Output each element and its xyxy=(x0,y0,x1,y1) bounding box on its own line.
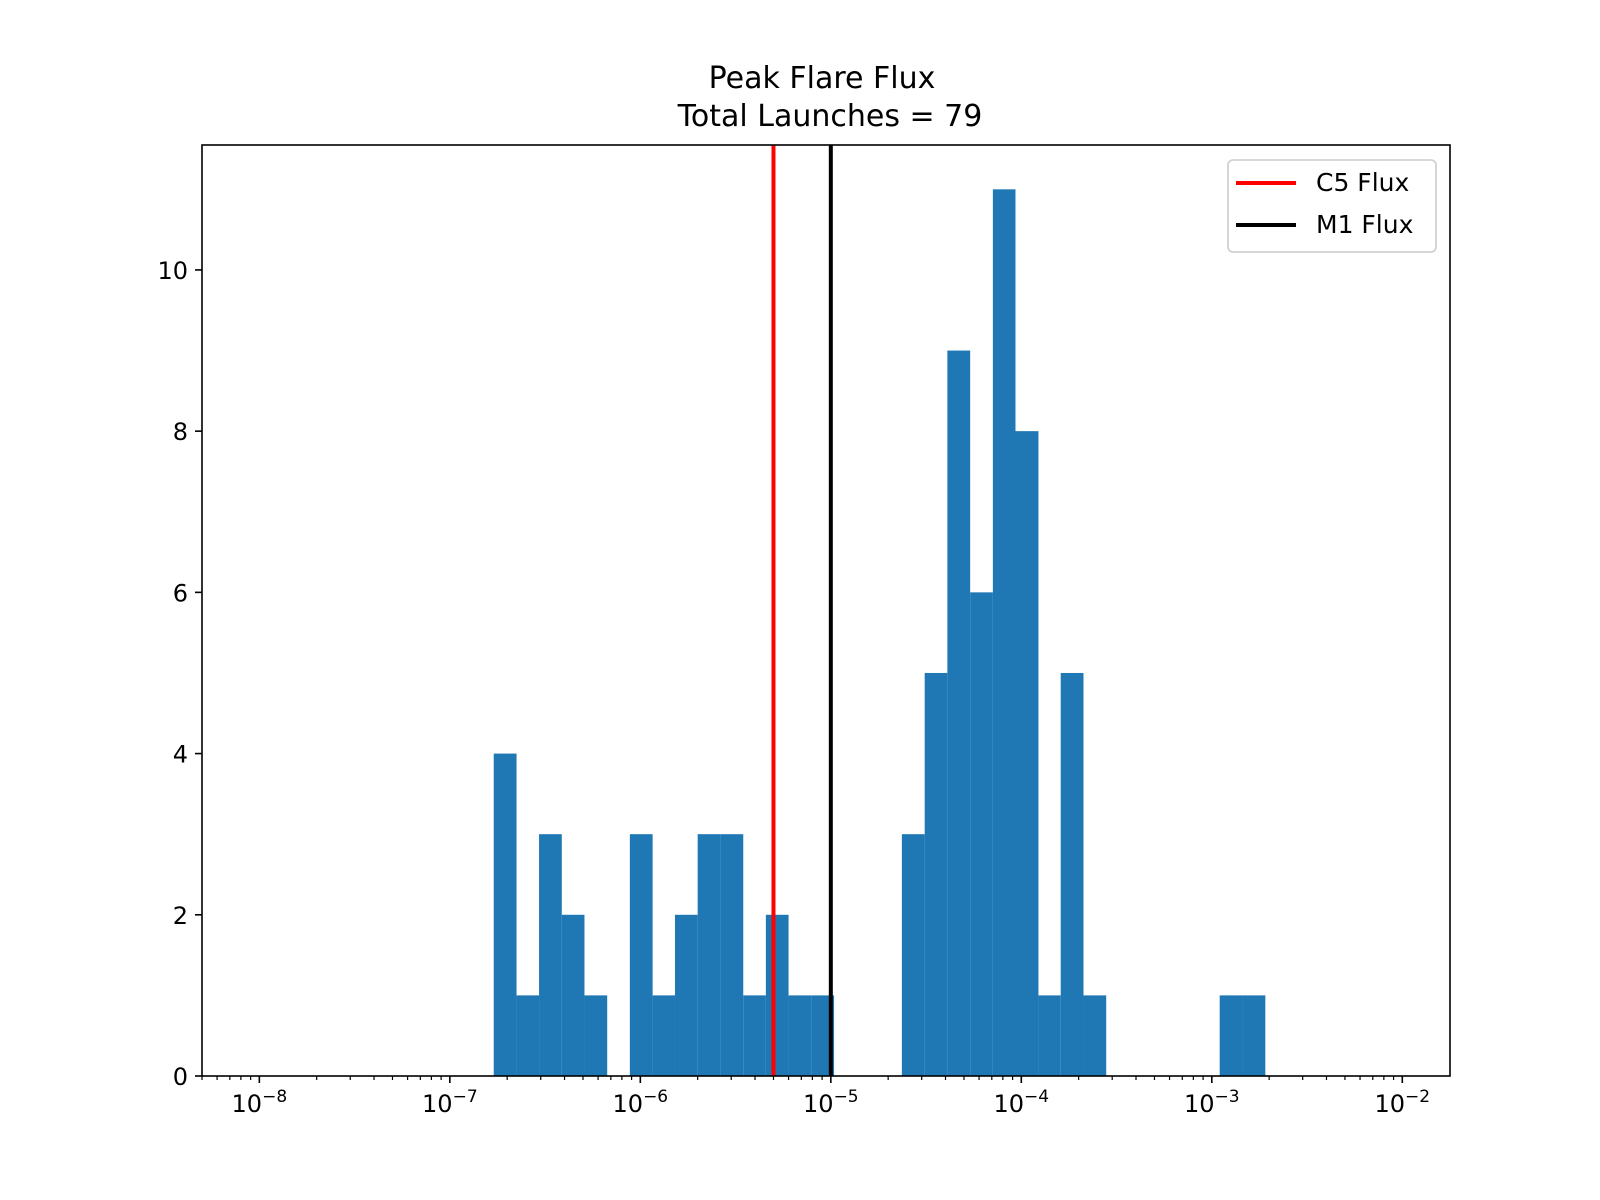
histogram-bar xyxy=(901,834,925,1076)
histogram-bar xyxy=(970,592,993,1076)
histogram-bar xyxy=(561,914,585,1076)
histogram-bar xyxy=(1242,995,1266,1076)
histogram-bar xyxy=(652,995,675,1076)
histogram-bar xyxy=(924,672,948,1076)
histogram-bar xyxy=(1083,995,1107,1076)
histogram-bar xyxy=(947,350,971,1076)
x-tick-label: 10−7 xyxy=(422,1087,478,1118)
x-tick-label: 10−3 xyxy=(1184,1087,1240,1118)
histogram-bar xyxy=(1015,431,1039,1076)
legend: C5 Flux M1 Flux xyxy=(1227,159,1437,253)
histogram-bar xyxy=(1219,995,1243,1076)
legend-label-m1-flux: M1 Flux xyxy=(1316,210,1413,239)
x-tick-label: 10−6 xyxy=(613,1087,669,1118)
y-tick-label: 8 xyxy=(173,418,188,446)
histogram-bars xyxy=(493,189,1266,1076)
x-tick-label: 10−8 xyxy=(232,1087,288,1118)
legend-label-c5-flux: C5 Flux xyxy=(1316,168,1409,197)
chart-title: Peak Flare Flux xyxy=(709,61,936,96)
y-axis: 0 2 4 6 8 10 xyxy=(157,257,202,1091)
histogram-bar xyxy=(992,189,1016,1076)
x-tick-label: 10−5 xyxy=(803,1087,859,1118)
y-tick-label: 4 xyxy=(173,741,188,769)
histogram-bar xyxy=(1038,995,1061,1076)
x-tick-label: 10−2 xyxy=(1374,1087,1430,1118)
histogram-bar xyxy=(493,753,517,1076)
x-axis: 10−8 10−7 10−6 10−5 10−4 10−3 10−2 xyxy=(201,1076,1430,1118)
histogram-bar xyxy=(584,995,608,1076)
y-tick-label: 6 xyxy=(173,579,188,607)
histogram-bar xyxy=(788,995,812,1076)
histogram-bar xyxy=(539,834,562,1076)
histogram-bar xyxy=(516,995,540,1076)
histogram-bar xyxy=(743,995,766,1076)
histogram-bar xyxy=(811,995,835,1076)
y-tick-label: 10 xyxy=(157,257,188,285)
x-tick-label: 10−4 xyxy=(994,1087,1050,1118)
y-tick-label: 0 xyxy=(173,1063,188,1091)
histogram-bar xyxy=(1060,672,1084,1076)
reference-lines xyxy=(771,145,833,1076)
y-tick-label: 2 xyxy=(173,902,188,930)
histogram-bar xyxy=(629,834,653,1076)
plot-frame xyxy=(201,144,1451,1077)
histogram-bar xyxy=(697,834,721,1076)
histogram-bar xyxy=(674,914,698,1076)
chart-subtitle: Total Launches = 79 xyxy=(677,99,983,134)
histogram-bar xyxy=(765,914,789,1076)
histogram-bar xyxy=(720,834,744,1076)
